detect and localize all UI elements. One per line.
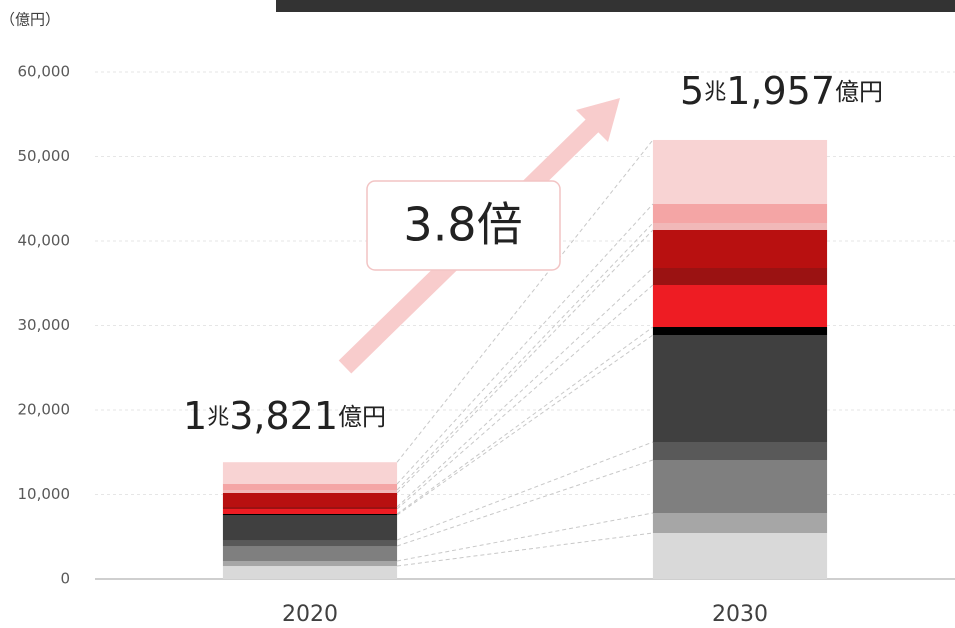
x-tick-label: 2020 — [282, 602, 338, 627]
connector — [396, 326, 654, 515]
bar-segment — [222, 489, 398, 493]
total-label-part: 億円 — [835, 78, 883, 106]
y-tick-label: 0 — [60, 570, 70, 588]
bar-segment — [222, 492, 398, 507]
header-bar — [276, 0, 955, 12]
y-tick-label: 30,000 — [18, 316, 71, 334]
x-tick-label: 2030 — [712, 602, 768, 627]
growth-box — [366, 180, 561, 271]
arrow-head — [576, 98, 620, 142]
total-label: 1兆3,821億円 — [183, 394, 386, 438]
connector — [396, 334, 654, 516]
bar-segment — [652, 459, 828, 513]
bar-segment — [222, 506, 398, 510]
total-label-part: 3,821 — [229, 394, 338, 438]
connector — [397, 532, 653, 567]
bar-segment — [652, 229, 828, 268]
total-label: 5兆1,957億円 — [680, 69, 883, 113]
y-tick-label: 60,000 — [18, 63, 71, 81]
bar-segment — [652, 334, 828, 443]
connector — [396, 203, 654, 485]
connector — [396, 267, 654, 508]
bar-segment — [222, 483, 398, 490]
bar-segment — [652, 284, 828, 328]
bar-segment — [652, 139, 828, 204]
bar-segment — [222, 462, 398, 484]
y-tick-label: 40,000 — [18, 232, 71, 250]
connector — [396, 441, 654, 541]
y-tick-label: 50,000 — [18, 147, 71, 165]
bar-segment — [652, 223, 828, 230]
total-label-part: 1,957 — [726, 69, 835, 113]
bar-segment — [652, 532, 828, 579]
bar-segment — [652, 203, 828, 224]
connector — [396, 139, 654, 463]
bar-segment — [652, 512, 828, 533]
total-label-part: 兆 — [704, 80, 726, 105]
total-label-part: 億円 — [338, 403, 386, 431]
bar-segment — [222, 514, 398, 515]
connector — [396, 222, 654, 491]
bar-segment — [222, 540, 398, 547]
connector — [396, 229, 654, 494]
connector — [396, 512, 654, 562]
connector — [396, 459, 654, 547]
bar-segment — [222, 546, 398, 562]
total-label-part: 5 — [680, 69, 704, 113]
bar-segment — [222, 514, 398, 541]
total-label-part: 1 — [183, 394, 207, 438]
bar-segment — [222, 509, 398, 515]
y-axis-label: （億円） — [0, 11, 60, 29]
y-tick-label: 20,000 — [18, 401, 71, 419]
total-label-part: 兆 — [207, 405, 229, 430]
y-tick-label: 10,000 — [18, 485, 71, 503]
bar-segment — [652, 327, 828, 335]
bar-segment — [222, 566, 398, 579]
bar-segment — [222, 561, 398, 567]
bar-segment — [652, 267, 828, 285]
growth-label: 3.8倍 — [403, 198, 522, 252]
bar-segment — [652, 442, 828, 460]
connector — [396, 284, 654, 510]
